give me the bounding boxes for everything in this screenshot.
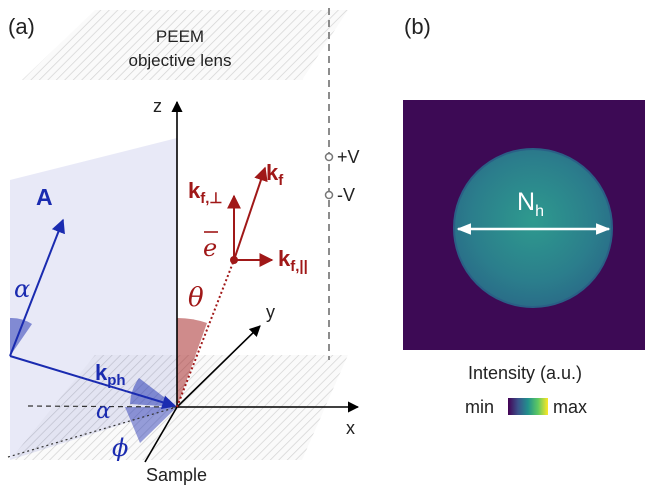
- y-axis-label: y: [266, 302, 275, 322]
- electron-label: e: [203, 234, 217, 262]
- vector-kfperp-sub: f,⊥: [200, 190, 222, 207]
- sample-normal-lower: [144, 406, 178, 463]
- minus-v-terminal: [324, 190, 334, 200]
- panel-a-label: (a): [8, 14, 35, 39]
- kph-ground-projection: [7, 406, 178, 458]
- theta-label: θ: [188, 283, 204, 313]
- colorbar-min-label: min: [465, 397, 494, 417]
- vector-kfperp-main: k: [188, 178, 201, 203]
- y-axis: [176, 325, 261, 408]
- colorbar-title: Intensity (a.u.): [468, 363, 582, 383]
- nh-main: N: [517, 188, 535, 216]
- colorbar-max-label: max: [553, 397, 587, 417]
- plus-v-label: +V: [337, 147, 360, 167]
- phi-wedge: [125, 407, 177, 443]
- nh-sub: h: [535, 203, 544, 220]
- z-axis-label: z: [153, 96, 162, 116]
- vector-kph-sub: ph: [107, 372, 125, 389]
- electron-trajectory: [176, 259, 235, 408]
- vector-kf-arrow: [233, 166, 268, 261]
- vector-kph-label: kph: [95, 360, 126, 389]
- vector-kfpar-main: k: [278, 246, 291, 271]
- colorbar: [508, 398, 548, 415]
- alpha-label-lower: α: [96, 399, 111, 424]
- lens-label-line1: PEEM: [156, 27, 204, 46]
- sample-label: Sample: [146, 465, 207, 485]
- incidence-plane: [10, 138, 177, 460]
- vector-kfpar-sub: f,||: [290, 258, 308, 275]
- vector-kfperp-label: kf,⊥: [188, 178, 222, 207]
- vector-kf-main: k: [266, 160, 279, 185]
- theta-wedge: [177, 317, 207, 407]
- vector-kf-sub: f: [278, 172, 284, 189]
- phi-label: ϕ: [112, 434, 128, 462]
- vector-kph-main: k: [95, 360, 108, 385]
- vector-a-arrow: [9, 218, 65, 357]
- alpha-wedge-upper: [10, 317, 32, 356]
- panel-b-label: (b): [404, 14, 431, 39]
- photoemission-spot-edge: [453, 148, 613, 308]
- plus-v-terminal: [324, 152, 334, 162]
- vector-a-label: A: [36, 184, 53, 210]
- lens-plane: [22, 10, 348, 80]
- vector-kph-arrow: [9, 355, 177, 410]
- nh-label: Nh: [517, 188, 544, 220]
- vector-kf-label: kf: [266, 160, 284, 189]
- x-axis-label: x: [346, 418, 355, 438]
- lens-label-line2: objective lens: [128, 51, 231, 70]
- alpha-label-upper: α: [14, 275, 30, 303]
- x-axis-back-projection: [27, 405, 178, 408]
- vector-kfpar-label: kf,||: [278, 246, 308, 275]
- minus-v-label: -V: [337, 185, 355, 205]
